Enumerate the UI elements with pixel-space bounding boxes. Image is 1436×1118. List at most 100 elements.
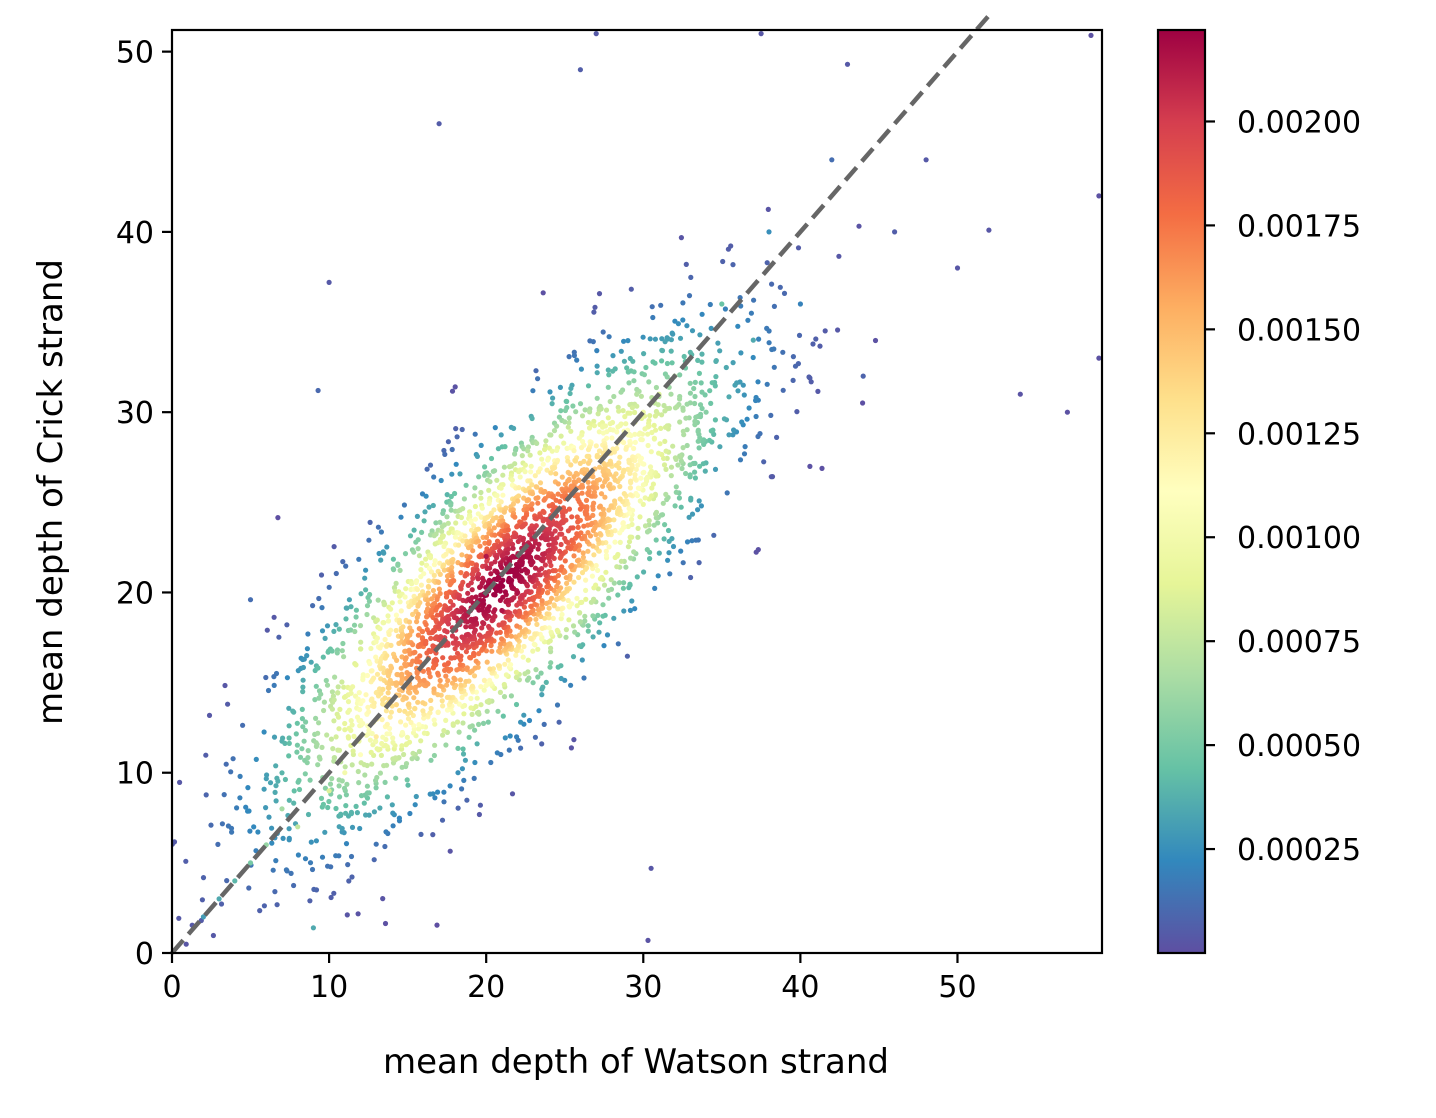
- data-point: [400, 624, 406, 630]
- data-point: [479, 553, 485, 559]
- data-point: [541, 509, 547, 515]
- data-point: [504, 550, 510, 556]
- data-point: [634, 391, 640, 397]
- data-point: [394, 680, 400, 686]
- data-point: [448, 502, 454, 508]
- data-point: [648, 865, 654, 871]
- data-point: [563, 627, 570, 633]
- data-point: [457, 471, 463, 477]
- data-point: [422, 509, 428, 515]
- data-point: [343, 563, 349, 569]
- data-point: [454, 650, 461, 656]
- data-point: [341, 684, 347, 690]
- data-point: [444, 694, 450, 701]
- data-point: [713, 358, 719, 364]
- data-point: [634, 403, 640, 409]
- data-point: [625, 523, 631, 530]
- data-point: [647, 413, 653, 419]
- data-point: [632, 409, 638, 416]
- data-point: [314, 741, 320, 747]
- data-point: [540, 684, 546, 690]
- data-point: [618, 389, 624, 395]
- data-point: [725, 246, 732, 252]
- data-point: [629, 598, 635, 604]
- data-point: [637, 498, 643, 504]
- data-point: [571, 579, 577, 585]
- data-point: [626, 539, 633, 545]
- data-point: [631, 369, 637, 375]
- data-point: [494, 492, 500, 499]
- data-point: [471, 650, 477, 656]
- data-point: [367, 737, 373, 743]
- data-point: [324, 623, 331, 629]
- data-point: [638, 393, 645, 399]
- data-point: [668, 464, 675, 470]
- data-point: [271, 614, 277, 620]
- data-point: [606, 544, 612, 550]
- data-point: [476, 811, 482, 818]
- data-point: [460, 720, 466, 726]
- colorbar-tick-label: 0.00125: [1237, 417, 1361, 452]
- data-point: [458, 570, 464, 576]
- data-point: [558, 675, 564, 682]
- data-point: [566, 415, 572, 421]
- data-point: [696, 498, 702, 504]
- data-point: [305, 755, 311, 761]
- data-point: [600, 602, 606, 608]
- data-point: [247, 597, 254, 603]
- data-point: [494, 555, 500, 561]
- data-point: [425, 601, 431, 607]
- data-point: [333, 853, 339, 859]
- data-point: [432, 795, 438, 801]
- data-point: [390, 823, 396, 829]
- data-point: [354, 810, 360, 816]
- data-point: [419, 560, 425, 566]
- data-point: [501, 694, 508, 700]
- data-point: [603, 569, 609, 575]
- data-point: [550, 568, 556, 574]
- data-point: [470, 641, 476, 647]
- data-point: [388, 709, 394, 715]
- data-point: [315, 665, 321, 671]
- data-point: [473, 594, 479, 600]
- data-point: [792, 363, 799, 369]
- data-point: [275, 778, 281, 784]
- data-point: [574, 603, 580, 609]
- data-point: [532, 631, 538, 637]
- data-point: [319, 744, 325, 751]
- data-point: [434, 922, 440, 928]
- data-point: [334, 650, 340, 656]
- data-point: [344, 605, 350, 611]
- colorbar-tick-label: 0.00100: [1237, 521, 1361, 556]
- data-point: [492, 468, 498, 474]
- x-tick-label: 20: [467, 970, 505, 1005]
- data-point: [374, 746, 380, 752]
- data-point: [376, 550, 382, 557]
- data-point: [703, 409, 709, 415]
- data-point: [430, 832, 436, 838]
- data-point: [395, 672, 401, 678]
- data-point: [651, 436, 658, 442]
- data-point: [642, 426, 648, 432]
- data-point: [336, 824, 342, 830]
- data-point: [558, 541, 564, 548]
- data-point: [571, 737, 577, 743]
- data-point: [378, 529, 384, 535]
- data-point: [485, 719, 491, 725]
- data-point: [480, 597, 486, 604]
- data-point: [234, 805, 240, 811]
- data-point: [523, 589, 530, 595]
- data-point: [282, 740, 288, 747]
- data-point: [401, 502, 407, 508]
- data-point: [653, 509, 660, 515]
- data-point: [353, 607, 359, 613]
- data-point: [565, 424, 571, 430]
- data-point: [535, 469, 542, 475]
- data-point: [615, 404, 621, 410]
- data-point: [544, 584, 550, 590]
- data-point: [378, 690, 384, 696]
- data-point: [310, 925, 316, 931]
- data-point: [267, 780, 274, 786]
- data-point: [263, 776, 269, 782]
- data-point: [512, 609, 518, 615]
